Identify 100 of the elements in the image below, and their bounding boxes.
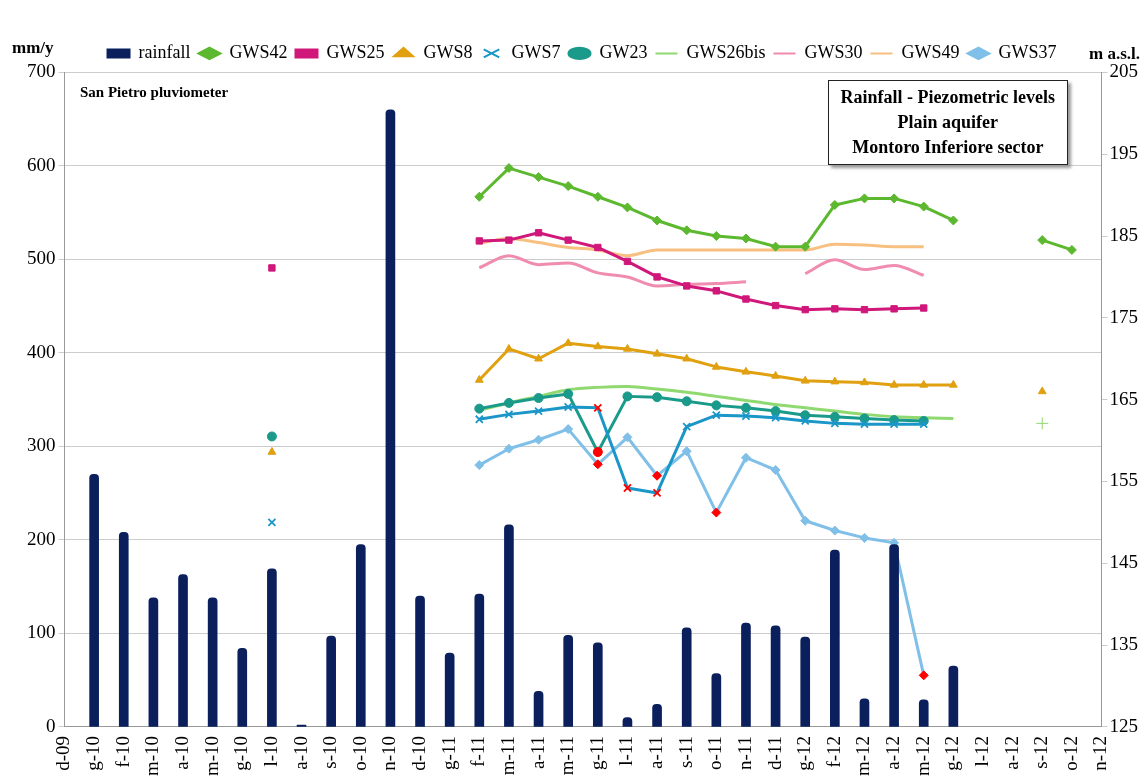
x-tick-label: m-10 <box>200 735 222 776</box>
point <box>683 282 691 290</box>
bar <box>533 691 544 727</box>
point <box>533 172 544 183</box>
x-tick-label: d-09 <box>52 735 74 771</box>
x-tick-label: m-11 <box>496 735 518 776</box>
point <box>652 488 662 498</box>
point <box>771 301 780 310</box>
point <box>919 379 929 388</box>
point <box>860 377 869 386</box>
point <box>920 304 928 312</box>
point <box>653 273 661 281</box>
point <box>268 264 276 272</box>
y-tick-label: 100 <box>27 621 56 643</box>
point <box>829 525 840 536</box>
bar <box>326 635 336 727</box>
point <box>474 414 484 424</box>
x-tick-label: n-10 <box>378 735 400 771</box>
bar <box>800 636 811 727</box>
point <box>800 515 811 526</box>
bar <box>415 595 425 727</box>
legend-label: GWS25 <box>326 42 385 63</box>
x-tick-label: n-11 <box>733 735 755 771</box>
legend-label: GWS7 <box>511 42 561 63</box>
point <box>1037 235 1048 246</box>
bar <box>741 622 751 727</box>
point <box>504 343 514 352</box>
bar <box>859 698 870 727</box>
y2-tick-label: 205 <box>1109 60 1138 82</box>
x-tick-label: a-11 <box>645 735 667 769</box>
point <box>563 338 573 346</box>
x-tick-label: g-12 <box>793 735 815 771</box>
point <box>860 419 869 429</box>
point <box>623 343 632 352</box>
point <box>503 163 514 174</box>
point <box>682 353 692 362</box>
point <box>740 402 751 413</box>
point <box>889 193 900 204</box>
point <box>770 241 781 252</box>
point <box>889 419 899 429</box>
point <box>859 532 870 543</box>
point <box>622 432 633 443</box>
point <box>741 411 751 421</box>
x-tick-label: g-12 <box>941 735 963 771</box>
y2-tick-label: 195 <box>1109 142 1138 164</box>
point <box>593 403 603 413</box>
x-tick-label: o-10 <box>348 735 370 771</box>
point <box>474 460 485 471</box>
bar <box>118 532 129 727</box>
legend-label: GWS49 <box>901 42 960 63</box>
y-tick-label: 700 <box>27 60 56 82</box>
x-tick-label: a-11 <box>526 735 548 769</box>
point <box>1035 416 1049 430</box>
point <box>652 392 663 403</box>
y2-tick-label: 135 <box>1109 633 1138 655</box>
y-tick-label: 500 <box>27 247 56 269</box>
point <box>592 191 603 202</box>
bar <box>148 597 159 727</box>
point <box>534 353 543 362</box>
point <box>592 447 603 458</box>
point <box>681 446 692 457</box>
point <box>623 483 632 493</box>
bar <box>267 568 277 727</box>
point <box>711 410 721 420</box>
point <box>831 305 839 313</box>
y-tick-label: 600 <box>27 153 56 175</box>
point <box>563 424 574 435</box>
y2-tick-label: 175 <box>1109 305 1138 327</box>
bar <box>474 593 485 727</box>
x-tick-label: m-10 <box>141 735 163 776</box>
point <box>889 379 899 388</box>
bar <box>770 625 781 727</box>
x-tick-label: a-12 <box>882 735 904 770</box>
point <box>267 447 277 455</box>
bar <box>948 665 959 727</box>
x-tick-label: m-12 <box>911 735 933 776</box>
point <box>742 295 750 303</box>
point <box>948 379 958 388</box>
point <box>267 517 277 527</box>
point <box>890 305 898 313</box>
y2-tick-label: 165 <box>1109 387 1138 409</box>
legend-label: rainfall <box>138 42 191 63</box>
point <box>563 388 574 399</box>
y2-tick-label: 185 <box>1109 224 1138 246</box>
legend-label: GWS30 <box>804 42 863 63</box>
point <box>829 411 840 422</box>
y-tick-label: 400 <box>27 340 56 362</box>
point <box>593 341 603 350</box>
x-tick-label: n-12 <box>1089 735 1111 771</box>
x-tick-label: l-10 <box>259 735 281 767</box>
x-tick-label: f-10 <box>111 735 133 768</box>
legend-label: GWS37 <box>998 42 1057 63</box>
point <box>564 236 572 244</box>
x-tick-label: o-11 <box>704 735 726 771</box>
x-tick-label: g-10 <box>82 735 104 771</box>
legend-label: GWS42 <box>229 42 288 63</box>
annotation: San Pietro pluviometer <box>80 84 229 101</box>
bar <box>178 574 188 727</box>
y-tick-label: 300 <box>27 434 56 456</box>
point <box>800 241 811 252</box>
